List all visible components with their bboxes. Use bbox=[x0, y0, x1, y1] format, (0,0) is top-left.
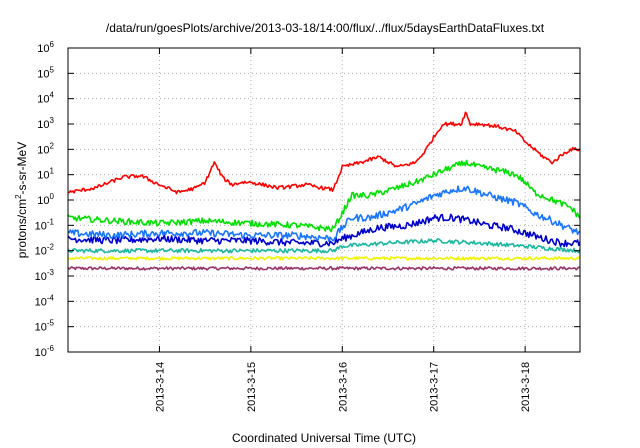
series-line-1 bbox=[67, 111, 581, 195]
series-line-3 bbox=[67, 185, 581, 242]
x-tick-label: 2013-3-14 bbox=[154, 362, 166, 412]
y-tick-label: 106 bbox=[37, 40, 54, 55]
y-axis-label: protons/cm2-s-sr-MeV bbox=[14, 142, 29, 258]
x-tick-label: 2013-3-15 bbox=[246, 362, 258, 412]
chart-title: /data/run/goesPlots/archive/2013-03-18/1… bbox=[106, 21, 545, 35]
y-tick-label: 10-5 bbox=[35, 319, 55, 334]
y-tick-label: 10-3 bbox=[35, 268, 55, 283]
y-tick-label: 10-6 bbox=[35, 344, 55, 359]
y-axis: 10-6 10-5 10-4 10-3 10-2 10-1 100 101 102 103 104 1… bbox=[35, 40, 580, 359]
x-tick-label: 2013-3-16 bbox=[337, 362, 349, 412]
y-tick-label: 10-1 bbox=[35, 217, 55, 232]
series-line-2 bbox=[67, 159, 581, 233]
y-tick-label: 102 bbox=[37, 141, 54, 156]
y-tick-label: 10-2 bbox=[35, 243, 55, 258]
y-tick-label: 104 bbox=[37, 91, 54, 106]
grid-lines bbox=[68, 48, 580, 352]
series-line-5 bbox=[67, 238, 581, 254]
y-tick-label: 105 bbox=[37, 65, 54, 80]
series-line-7 bbox=[67, 266, 581, 271]
x-tick-label: 2013-3-18 bbox=[520, 362, 532, 412]
y-tick-label: 101 bbox=[37, 167, 54, 182]
y-tick-label: 100 bbox=[37, 192, 54, 207]
series-line-6 bbox=[67, 256, 581, 261]
series-layer bbox=[67, 111, 581, 271]
y-tick-label: 10-4 bbox=[35, 293, 55, 308]
y-tick-label: 103 bbox=[37, 116, 54, 131]
series-line-4 bbox=[67, 213, 581, 248]
x-tick-label: 2013-3-17 bbox=[429, 362, 441, 412]
x-axis-label: Coordinated Universal Time (UTC) bbox=[232, 431, 416, 445]
x-axis: 2013-3-14 2013-3-15 2013-3-16 2013-3-17 2013… bbox=[154, 48, 532, 412]
